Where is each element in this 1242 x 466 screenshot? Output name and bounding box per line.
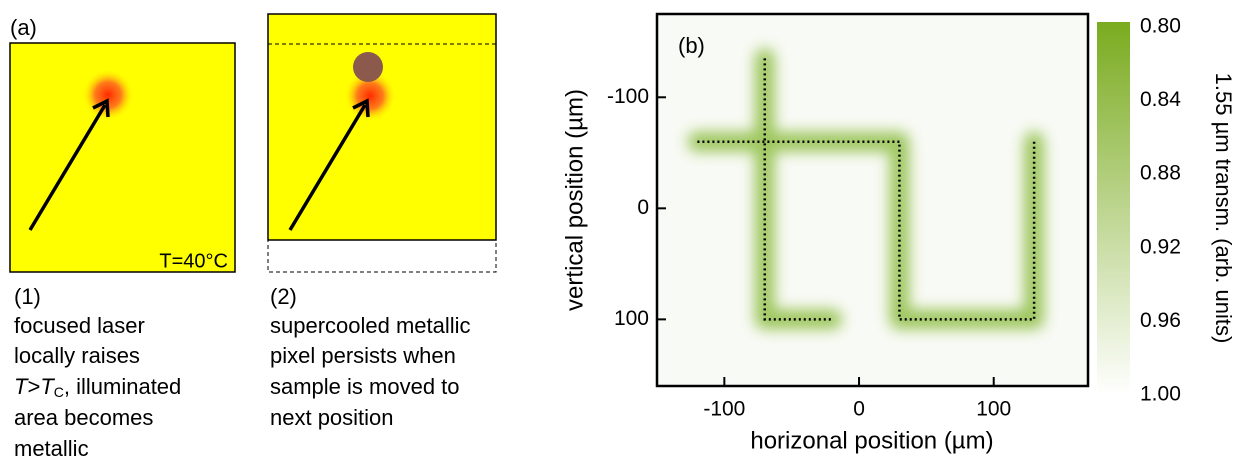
colorbar-label: 1.55 µm transm. (arb. units) [1211, 73, 1236, 344]
x-axis-label: horizonal position (µm) [750, 427, 993, 454]
panel-label: (b) [678, 33, 705, 58]
colorbar-tick-label: 0.80 [1140, 15, 1181, 38]
plot-background [657, 14, 1088, 386]
caption-line: pixel persists when [270, 343, 456, 368]
y-tick-label: 100 [614, 307, 649, 330]
caption-text: , illuminated [64, 374, 181, 399]
step-label: (1) [14, 284, 41, 309]
symbol: > [27, 374, 40, 399]
y-tick-label: 0 [637, 196, 649, 219]
colorbar-tick-label: 0.96 [1140, 309, 1181, 332]
y-tick-label: -100 [607, 85, 649, 108]
step-label: (2) [270, 284, 297, 309]
x-tick-label: -100 [703, 398, 745, 421]
panel-label: (a) [10, 15, 37, 40]
metallic-pixel [353, 52, 383, 82]
subscript: C [54, 384, 64, 400]
x-tick-label: 100 [976, 398, 1011, 421]
caption-line: next position [270, 405, 394, 430]
temperature: T=40°C [159, 250, 228, 272]
colorbar-tick-label: 0.92 [1140, 235, 1181, 258]
colorbar-tick-label: 0.88 [1140, 162, 1181, 185]
caption-line: sample is moved to [270, 374, 460, 399]
caption-line: locally raises [14, 343, 140, 368]
colorbar-tick-label: 1.00 [1140, 383, 1181, 406]
x-tick-label: 0 [853, 398, 865, 421]
figure: (a) T=40°C (1) focused laser locally rai… [0, 0, 1242, 466]
sample [268, 14, 496, 240]
caption-line: focused laser [14, 313, 145, 338]
caption-line: supercooled metallic [270, 313, 471, 338]
colorbar-tick-label: 0.84 [1140, 88, 1181, 111]
y-axis-label: vertical position (µm) [561, 89, 588, 311]
caption-line: area becomes [14, 405, 153, 430]
colorbar [1097, 22, 1130, 395]
caption-line: metallic [14, 436, 89, 461]
caption-line: T>TC, illuminated [14, 374, 181, 400]
